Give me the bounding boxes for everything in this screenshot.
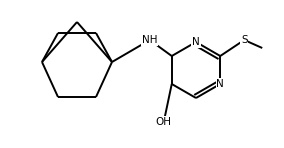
Text: S: S <box>241 35 248 45</box>
Text: NH: NH <box>142 35 158 45</box>
Text: N: N <box>216 79 224 89</box>
Text: OH: OH <box>156 117 172 127</box>
Text: N: N <box>192 37 200 47</box>
